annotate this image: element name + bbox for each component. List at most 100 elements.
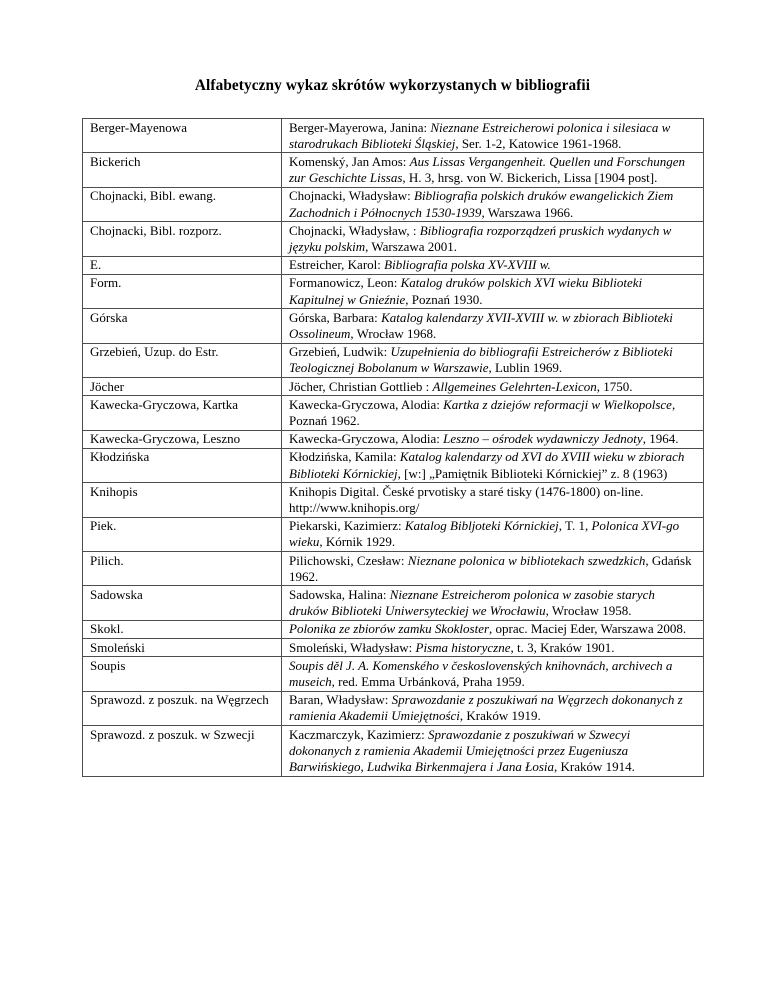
abbreviation-cell: Pilich. [82,551,282,587]
reference-cell: Baran, Władysław: Sprawozdanie z poszuki… [281,690,704,727]
abbreviation-cell: Form. [82,273,282,310]
abbreviation-cell: E. [82,255,282,275]
abbreviation-cell: Soupis [82,656,282,692]
reference-cell: Smoleński, Władysław: Pisma historyczne,… [281,638,704,658]
table-row: Form. Formanowicz, Leon: Katalog druków p… [82,273,704,310]
reference-text-segment: Baran, Władysław: [289,692,392,708]
table-row: Piek. Piekarski, Kazimierz: Katalog Biblj… [82,516,704,553]
table-row: Knihopis Knihopis Digital. České prvotisk… [82,482,704,518]
abbreviation-cell: Kawecka-Gryczowa, Leszno [82,429,282,449]
reference-text-segment: , Kraków 1919. [459,708,541,724]
abbreviation-cell: Sprawozd. z poszuk. na Węgrzech [82,690,282,727]
reference-title-segment: Katalog kalendarzy od XVI do XVIII wieku… [289,449,685,481]
reference-title-segment: Bibliografia polska XV-XVIII w. [384,257,551,273]
reference-text-segment: Smoleński, Władysław: [289,639,416,655]
table-row: Berger-Mayenowa Berger-Mayerowa, Janina: … [82,117,704,154]
reference-text-segment: , t. 3, Kraków 1901. [510,639,615,655]
reference-title-segment: Nieznane Estreicherom polonica w zasobie… [289,586,655,619]
reference-text-segment: , Lublin 1969. [488,360,563,376]
reference-text-segment: Formanowicz, Leon: [289,275,401,291]
reference-text-segment: Kaczmarczyk, Kazimierz: [289,726,428,742]
reference-text-segment: Kłodzińska, Kamila: [289,449,400,465]
reference-title-segment: Leszno – ośrodek wydawniczy Jednoty [443,431,643,447]
table-row: Sadowska Sadowska, Halina: Nieznane Estre… [82,585,704,621]
abbreviation-cell: Sprawozd. z poszuk. w Szwecji [82,725,282,777]
table-row: Sprawozd. z poszuk. w Szwecji Kaczmarczyk… [82,725,704,777]
reference-cell: Kaczmarczyk, Kazimierz: Sprawozdanie z p… [281,725,704,777]
reference-text-segment: , Kraków 1914. [554,759,635,775]
reference-text-segment: , Gdańsk 1962. [289,552,692,584]
reference-text-segment: , red. Emma Urbánková, Praha 1959. [331,674,525,689]
table-row: Grzebień, Uzup. do Estr. Grzebień, Ludwik… [82,342,704,379]
table-row: Jöcher Jöcher, Christian Gottlieb : Allge… [82,377,704,397]
abbreviation-cell: Bickerich [82,152,282,188]
reference-title-segment: Uzupełnienia do bibliografii Estreicheró… [289,344,673,376]
reference-text-segment: , Wrocław 1968. [350,325,437,341]
reference-cell: Knihopis Digital. České prvotisky a star… [281,482,704,518]
reference-text-segment: , oprac. Maciej Eder, Warszawa 2008. [489,621,687,637]
reference-text-segment: , [w:] „Pamiętnik Biblioteki Kórnickiej”… [397,465,668,481]
reference-text-segment: Górska, Barbara: [289,309,382,325]
reference-text-segment: Estreicher, Karol: [289,257,385,273]
table-row: Smoleński Smoleński, Władysław: Pisma his… [82,638,704,658]
table-row: Chojnacki, Bibl. ewang. Chojnacki, Władys… [82,186,704,223]
reference-cell: Formanowicz, Leon: Katalog druków polski… [281,273,704,310]
reference-cell: Soupis děl J. A. Komenského v českoslove… [281,656,704,692]
reference-cell: Polonika ze zbiorów zamku Skokloster, op… [281,619,704,640]
reference-title-segment: Polonika ze zbiorów zamku Skokloster [289,621,490,637]
reference-text-segment: , Ser. 1-2, Katowice 1961-1968. [455,135,622,151]
reference-cell: Komenský, Jan Amos: Aus Lissas Vergangen… [281,152,704,188]
reference-text-segment: , Wrocław 1958. [545,603,632,619]
reference-title-segment: Soupis děl J. A. Komenského v českoslove… [289,657,673,689]
abbreviation-cell: Piek. [82,516,282,553]
reference-text-segment: Chojnacki, Władysław: [289,188,415,204]
reference-cell: Pilichowski, Czesław: Nieznane polonica … [281,551,704,587]
table-row: Sprawozd. z poszuk. na Węgrzech Baran, Wł… [82,690,704,727]
reference-title-segment: Sprawozdanie z poszukiwań w Szwecyi doko… [289,726,631,775]
reference-cell: Berger-Mayerowa, Janina: Nieznane Estrei… [281,117,704,154]
reference-text-segment: Sadowska, Halina: [289,586,390,602]
reference-title-segment: Allgemeines Gelehrten-Lexicon [432,378,597,394]
reference-title-segment: Polonica XVI-go wieku [289,518,680,550]
table-row: Kłodzińska Kłodzińska, Kamila: Katalog ka… [82,447,704,484]
reference-title-segment: Pisma historyczne [415,639,511,655]
reference-text-segment: Jöcher, Christian Gottlieb : [289,378,433,394]
table-row: Górska Górska, Barbara: Katalog kalendarz… [82,308,704,344]
abbreviation-cell: Górska [82,308,282,344]
reference-cell: Kłodzińska, Kamila: Katalog kalendarzy o… [281,447,704,484]
abbreviation-cell: Berger-Mayenowa [82,117,282,154]
page-title: Alfabetyczny wykaz skrótów wykorzystanyc… [194,77,591,94]
reference-title-segment: Kartka z dziejów reformacji w Wielkopols… [443,396,672,412]
abbreviation-cell: Jöcher [82,377,282,397]
reference-cell: Estreicher, Karol: Bibliografia polska X… [281,255,704,275]
reference-cell: Kawecka-Gryczowa, Alodia: Kartka z dziej… [281,395,704,431]
abbreviation-cell: Chojnacki, Bibl. rozporz. [82,221,282,257]
reference-text-segment: , Kórnik 1929. [319,534,396,550]
reference-title-segment: Nieznane Estreicherowi polonica i silesi… [289,119,671,151]
reference-cell: Górska, Barbara: Katalog kalendarzy XVII… [281,308,704,344]
reference-text-segment: Komenský, Jan Amos: [289,153,410,169]
reference-cell: Chojnacki, Władysław, : Bibliografia roz… [281,221,704,257]
abbreviation-cell: Kłodzińska [82,447,282,484]
reference-text-segment: Piekarski, Kazimierz: [289,518,405,534]
abbreviation-cell: Knihopis [82,482,282,518]
abbreviations-table-body: Berger-Mayenowa Berger-Mayerowa, Janina: … [82,117,704,777]
table-row: Kawecka-Gryczowa, Kartka Kawecka-Gryczowa… [82,395,704,431]
abbreviation-cell: Chojnacki, Bibl. ewang. [82,186,282,223]
reference-cell: Jöcher, Christian Gottlieb : Allgemeines… [281,377,704,397]
reference-cell: Grzebień, Ludwik: Uzupełnienia do biblio… [281,342,704,379]
reference-title-segment: Aus Lissas Vergangenheit. Quellen und Fo… [289,153,686,186]
reference-text-segment: , 1750. [596,378,633,394]
table-row: Kawecka-Gryczowa, Leszno Kawecka-Gryczowa… [82,429,704,449]
reference-title-segment: Bibliografia rozporządzeń pruskich wydan… [289,222,672,254]
reference-text-segment: , Warszawa 1966. [481,204,574,220]
reference-text-segment: Kawecka-Gryczowa, Alodia: [289,396,444,412]
abbreviation-cell: Kawecka-Gryczowa, Kartka [82,395,282,431]
reference-cell: Piekarski, Kazimierz: Katalog Bibljoteki… [281,516,704,553]
reference-title-segment: Nieznane polonica w bibliotekach szwedzk… [407,552,646,568]
abbreviations-table: Berger-Mayenowa Berger-Mayerowa, Janina: … [82,117,704,777]
reference-cell: Sadowska, Halina: Nieznane Estreicherom … [281,585,704,621]
reference-text-segment: Kawecka-Gryczowa, Alodia: [289,431,444,447]
reference-text-segment: , Warszawa 2001. [365,238,458,254]
